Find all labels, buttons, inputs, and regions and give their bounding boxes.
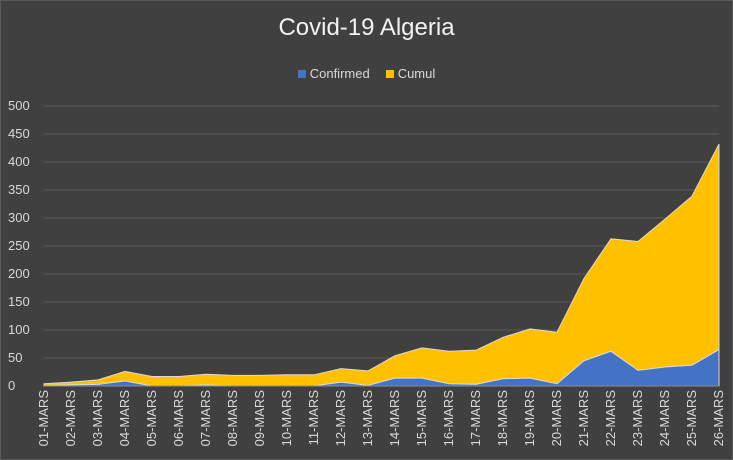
x-tick-label: 15-MARS [414, 390, 429, 447]
x-tick-label: 10-MARS [279, 390, 294, 447]
x-tick-label: 03-MARS [90, 390, 105, 447]
x-tick-label: 08-MARS [225, 390, 240, 447]
x-tick-label: 17-MARS [468, 390, 483, 447]
x-tick-label: 01-MARS [36, 390, 51, 447]
x-tick-label: 22-MARS [603, 390, 618, 447]
x-tick-label: 20-MARS [549, 390, 564, 447]
x-tick-label: 25-MARS [684, 390, 699, 447]
x-tick-label: 13-MARS [360, 390, 375, 447]
y-tick-label: 250 [8, 238, 30, 253]
y-tick-label: 50 [8, 350, 22, 365]
chart-title: Covid-19 Algeria [278, 14, 455, 41]
y-tick-label: 450 [8, 126, 30, 141]
y-tick-label: 400 [8, 154, 30, 169]
x-tick-label: 06-MARS [171, 390, 186, 447]
legend: Confirmed Cumul [0, 66, 733, 81]
y-tick-label: 100 [8, 322, 30, 337]
x-tick-label: 14-MARS [387, 390, 402, 447]
legend-item-cumul: Cumul [385, 66, 436, 81]
legend-label-cumul: Cumul [397, 66, 436, 81]
y-tick-label: 0 [8, 378, 15, 393]
legend-swatch-confirmed [297, 69, 306, 78]
y-tick-label: 300 [8, 210, 30, 225]
x-tick-label: 04-MARS [117, 390, 132, 447]
x-tick-label: 05-MARS [144, 390, 159, 447]
x-tick-label: 07-MARS [198, 390, 213, 447]
series-cumul-area [43, 143, 720, 387]
x-tick-label: 16-MARS [441, 390, 456, 447]
y-tick-label: 350 [8, 182, 30, 197]
x-tick-label: 11-MARS [306, 390, 321, 446]
x-tick-label: 02-MARS [63, 390, 78, 447]
legend-item-confirmed: Confirmed [297, 66, 370, 81]
x-tick-label: 26-MARS [711, 390, 726, 447]
x-tick-label: 09-MARS [252, 390, 267, 447]
x-tick-label: 12-MARS [333, 390, 348, 447]
x-tick-label: 18-MARS [495, 390, 510, 447]
x-tick-label: 24-MARS [657, 390, 672, 447]
x-tick-label: 23-MARS [630, 390, 645, 447]
series-confirmed-area [43, 348, 720, 387]
x-tick-label: 19-MARS [522, 390, 537, 447]
y-tick-label: 500 [8, 98, 30, 113]
y-tick-label: 150 [8, 294, 30, 309]
legend-swatch-cumul [385, 69, 394, 78]
x-tick-label: 21-MARS [576, 390, 591, 447]
y-tick-label: 200 [8, 266, 30, 281]
legend-label-confirmed: Confirmed [309, 66, 370, 81]
